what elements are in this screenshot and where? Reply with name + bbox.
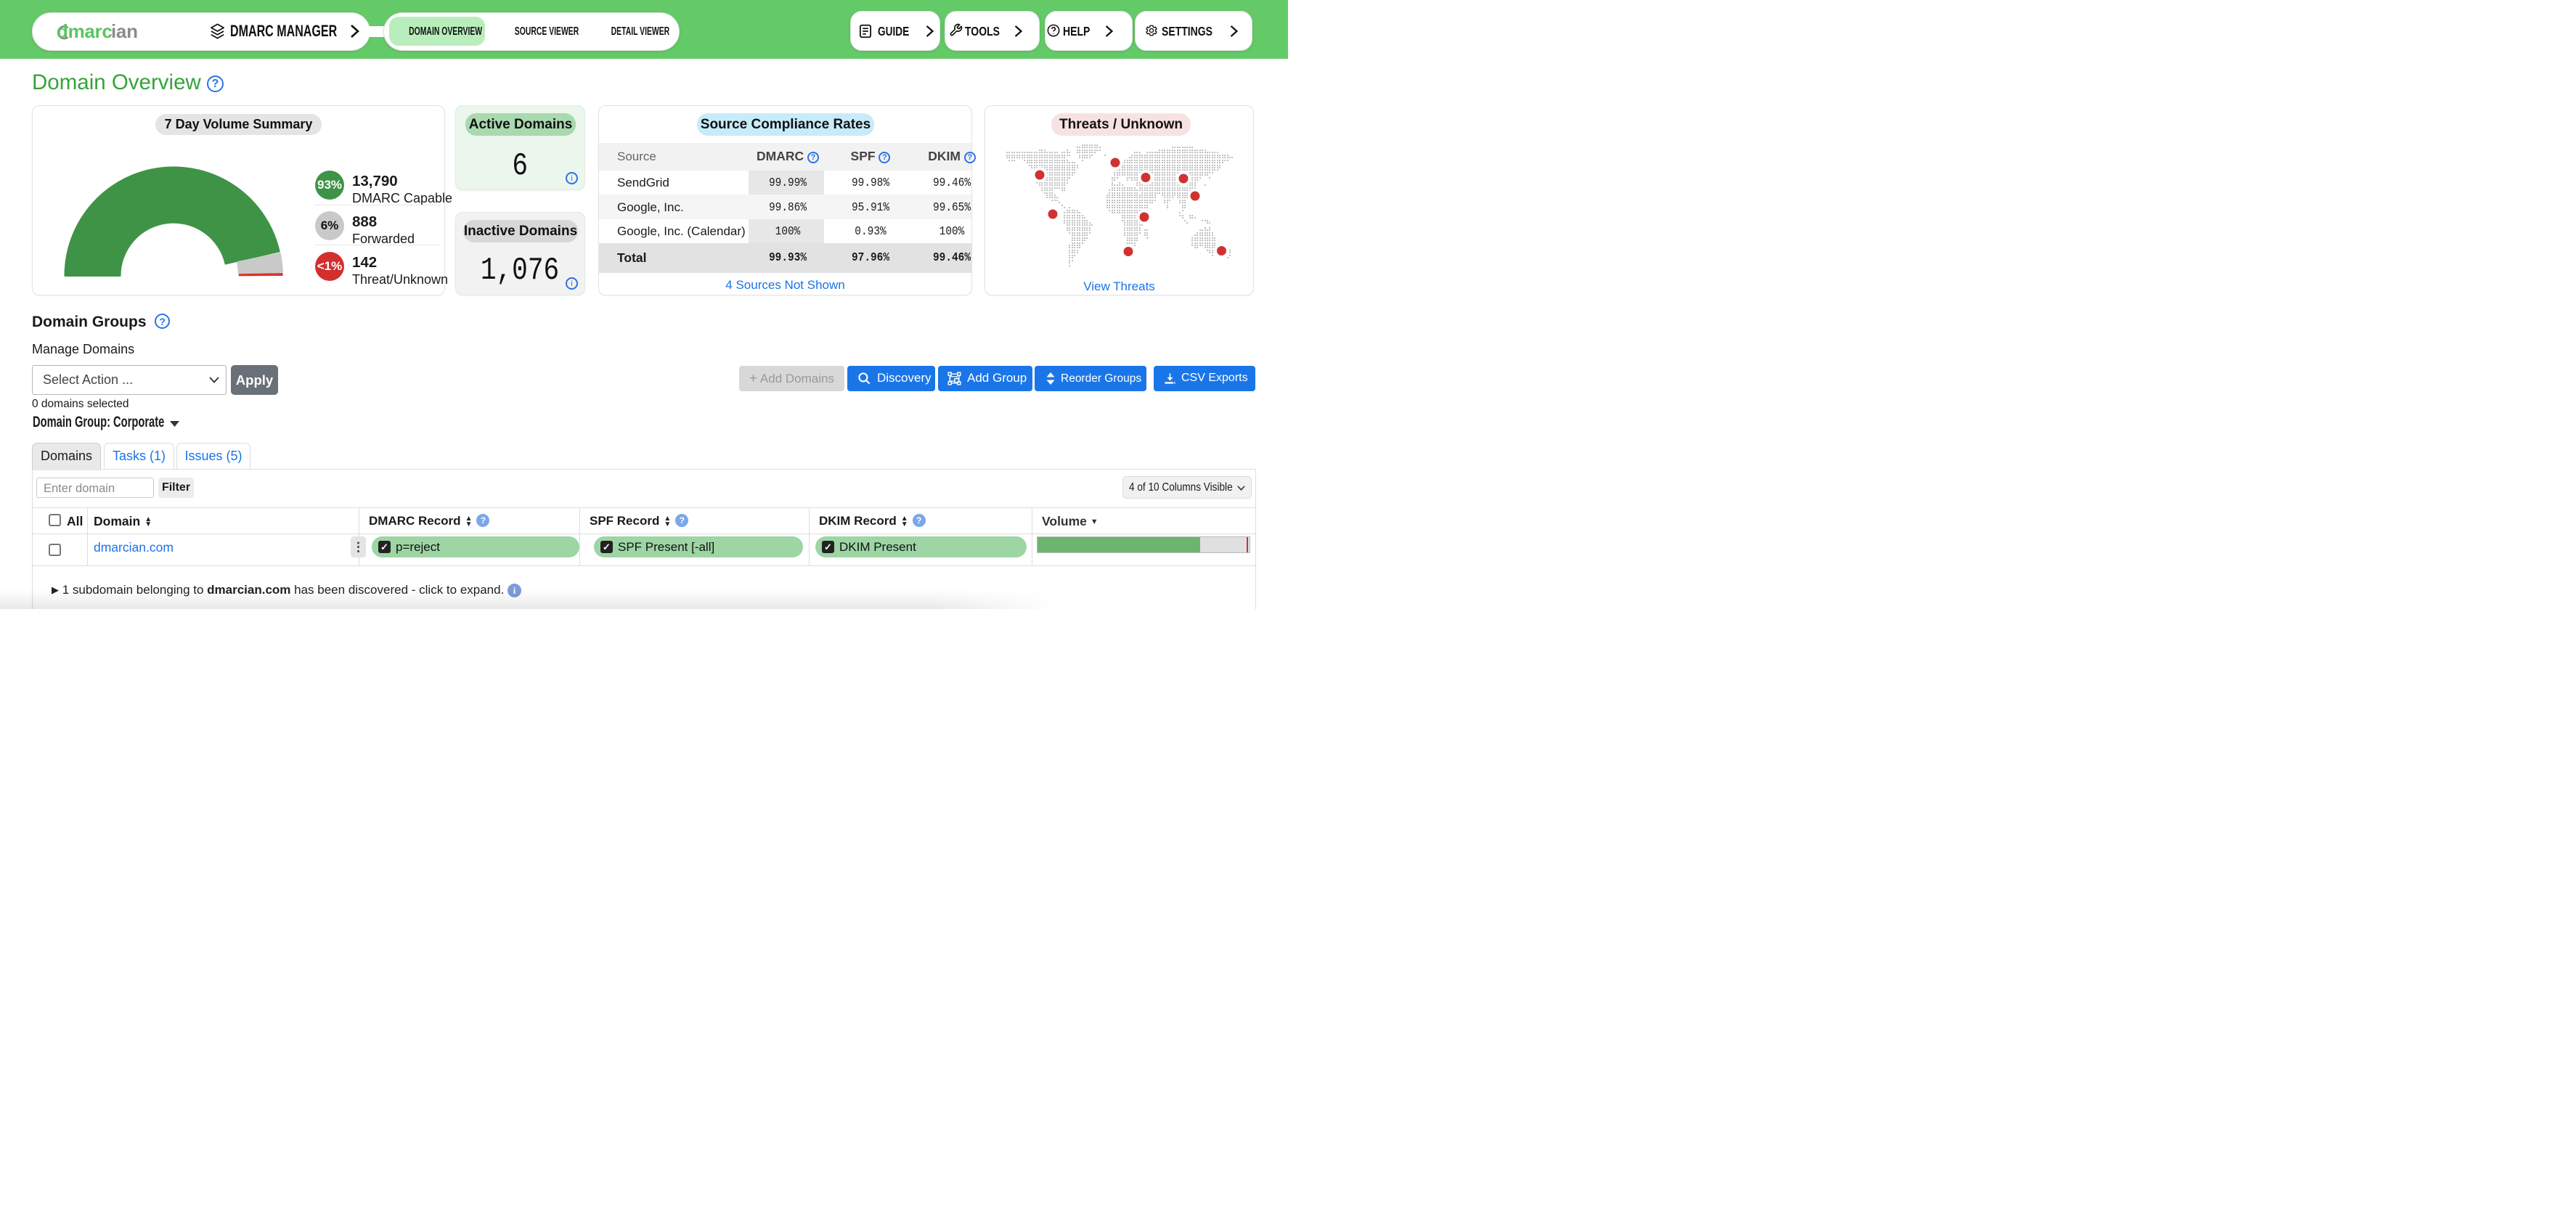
svg-text:ian: ian [111, 20, 138, 42]
svg-text:dmarc: dmarc [57, 20, 113, 42]
